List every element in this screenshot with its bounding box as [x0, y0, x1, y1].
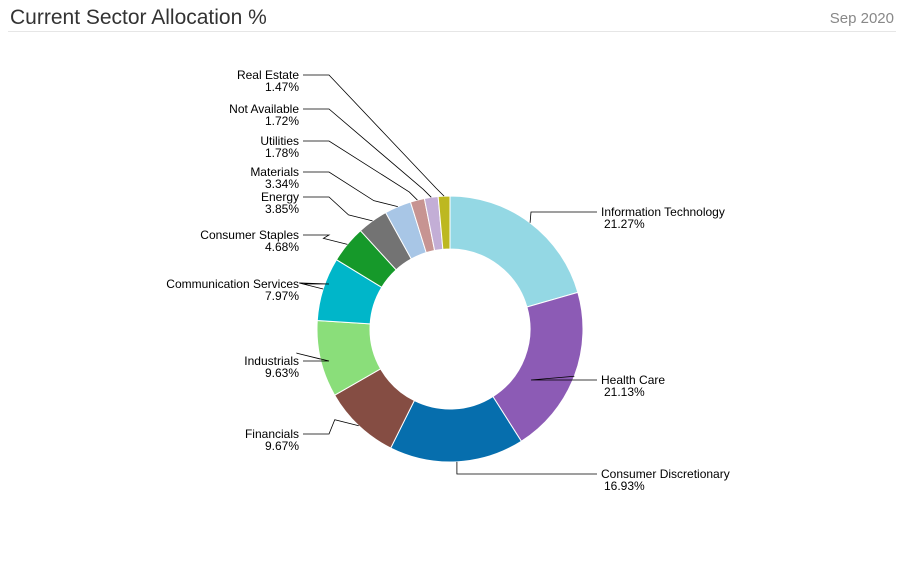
leader-line-consumer-staples [303, 234, 348, 245]
slice-value-health-care: 21.13% [604, 385, 645, 399]
slice-label-communication-services: Communication Services [166, 277, 299, 291]
leader-line-energy [303, 196, 373, 222]
page-title: Current Sector Allocation % [10, 6, 267, 29]
slice-value-information-technology: 21.27% [604, 217, 645, 231]
slice-value-real-estate: 1.47% [265, 80, 299, 94]
leader-line-information-technology [529, 211, 597, 223]
slice-label-industrials: Industrials [244, 354, 299, 368]
slice-label-financials: Financials [245, 427, 299, 441]
slice-label-utilities: Utilities [260, 134, 299, 148]
leader-line-health-care [530, 375, 597, 381]
leader-lines [296, 74, 597, 475]
leader-line-financials [303, 419, 359, 435]
slice-label-consumer-staples: Consumer Staples [200, 228, 299, 242]
header-divider [8, 31, 896, 32]
slice-label-health-care: Health Care [601, 373, 665, 387]
slice-label-consumer-discretionary: Consumer Discretionary [601, 467, 730, 481]
as-of-date: Sep 2020 [829, 10, 894, 27]
slice-value-consumer-staples: 4.68% [265, 240, 299, 254]
slice-label-not-available: Not Available [229, 102, 299, 116]
slice-value-utilities: 1.78% [265, 146, 299, 160]
leader-line-utilities [303, 140, 418, 201]
leader-line-industrials [296, 352, 330, 362]
leader-line-materials [303, 171, 398, 208]
leader-line-not-available [303, 108, 432, 198]
chart-header: Current Sector Allocation % Sep 2020 [0, 0, 904, 34]
slices [316, 195, 584, 463]
slice-information-technology[interactable] [449, 195, 579, 308]
slice-value-financials: 9.67% [265, 439, 299, 453]
slice-label-energy: Energy [261, 190, 299, 204]
slice-value-consumer-discretionary: 16.93% [604, 479, 645, 493]
leader-line-consumer-discretionary [456, 461, 597, 475]
leader-line-communication-services [299, 282, 330, 290]
slice-value-materials: 3.34% [265, 177, 299, 191]
slice-real-estate[interactable] [437, 195, 451, 250]
slice-value-communication-services: 7.97% [265, 289, 299, 303]
slice-value-not-available: 1.72% [265, 114, 299, 128]
slice-label-information-technology: Information Technology [601, 205, 725, 219]
slice-label-real-estate: Real Estate [237, 68, 299, 82]
leader-line-real-estate [303, 74, 445, 197]
slice-value-industrials: 9.63% [265, 366, 299, 380]
slice-label-materials: Materials [250, 165, 299, 179]
slice-value-energy: 3.85% [265, 202, 299, 216]
